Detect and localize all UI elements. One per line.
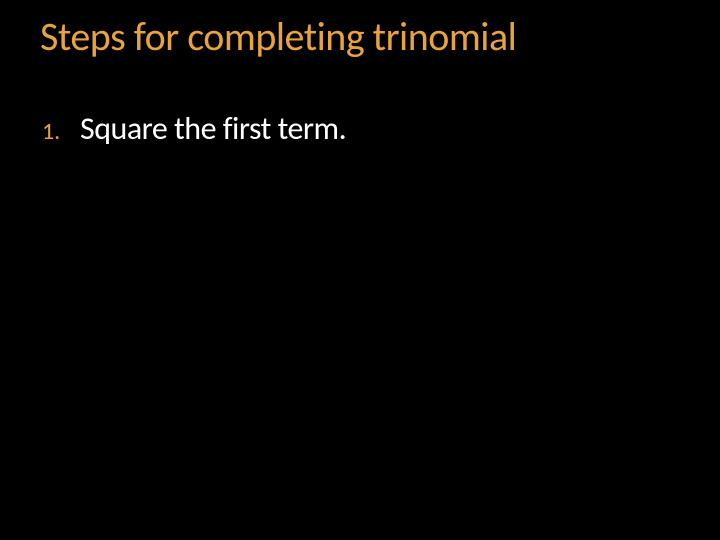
slide-container: Steps for completing trinomial 1. Square… xyxy=(0,0,720,540)
list-item: 1. Square the first term. xyxy=(42,109,720,148)
slide-content: 1. Square the first term. xyxy=(0,61,720,148)
list-item-text: Square the first term. xyxy=(80,109,346,148)
list-item-number: 1. xyxy=(42,117,62,146)
slide-title: Steps for completing trinomial xyxy=(0,0,720,61)
